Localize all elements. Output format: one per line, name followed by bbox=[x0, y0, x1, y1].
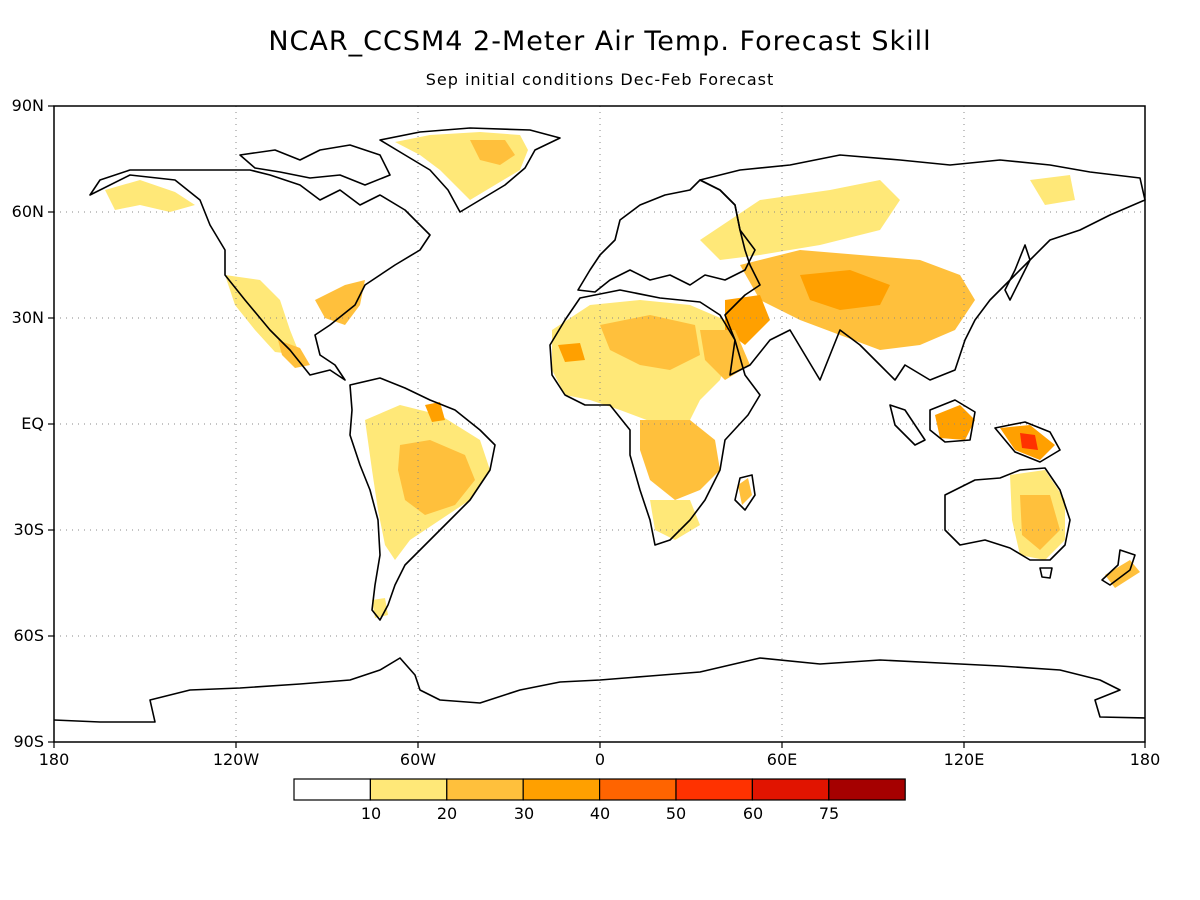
colorbar-swatch bbox=[675, 778, 754, 801]
skill-region-tibet bbox=[800, 270, 890, 310]
skill-region-africa-central bbox=[640, 420, 720, 500]
skill-region-greenland bbox=[395, 132, 528, 200]
coastline-asia bbox=[699, 154, 1146, 381]
lat-label-60s: 60S bbox=[13, 626, 44, 645]
skill-region-arabia bbox=[700, 330, 750, 380]
colorbar-label-60: 60 bbox=[742, 804, 764, 823]
lon-label-60e: 60E bbox=[766, 750, 798, 769]
colorbar-swatch bbox=[446, 778, 524, 801]
skill-region-eastern-us bbox=[315, 280, 365, 325]
lat-label-90n: 90N bbox=[11, 96, 44, 115]
colorbar-swatch bbox=[598, 778, 677, 801]
map-title: NCAR_CCSM4 2-Meter Air Temp. Forecast Sk… bbox=[268, 26, 932, 57]
lon-label-0: 0 bbox=[594, 750, 606, 769]
colorbar-label-30: 30 bbox=[513, 804, 535, 823]
graticule bbox=[54, 106, 1145, 742]
coastlines bbox=[53, 127, 1146, 723]
coastline-greenland bbox=[379, 127, 561, 213]
colorbar-swatch bbox=[751, 778, 830, 801]
colorbar-label-50: 50 bbox=[665, 804, 687, 823]
skill-region-greenland-core bbox=[470, 140, 515, 165]
lon-label-180e: 180 bbox=[1129, 750, 1161, 769]
map-subtitle: Sep initial conditions Dec-Feb Forecast bbox=[425, 70, 775, 89]
skill-region-far-east bbox=[1030, 175, 1075, 205]
colorbar-label-75: 75 bbox=[818, 804, 840, 823]
lat-label-30s: 30S bbox=[13, 520, 44, 539]
lat-label-90s: 90S bbox=[13, 732, 44, 751]
colorbar-swatch bbox=[293, 778, 372, 801]
skill-region-alaska bbox=[105, 180, 195, 212]
skill-region-new-guinea-core bbox=[1020, 433, 1038, 450]
skill-region-middle-east bbox=[725, 295, 770, 345]
lat-label-eq: EQ bbox=[21, 414, 44, 433]
colorbar-swatch bbox=[369, 778, 448, 801]
skill-region-western-us bbox=[225, 275, 300, 355]
colorbar-label-40: 40 bbox=[589, 804, 611, 823]
coastline-africa bbox=[549, 289, 761, 546]
skill-region-madagascar bbox=[738, 478, 752, 505]
colorbar-label-10: 10 bbox=[360, 804, 382, 823]
coastline-japan bbox=[1004, 244, 1031, 301]
coastline-south-america bbox=[349, 377, 496, 621]
skill-shading bbox=[105, 132, 1140, 618]
lon-label-120e: 120E bbox=[943, 750, 985, 769]
skill-region-new-zealand bbox=[1105, 560, 1140, 588]
skill-region-brazil bbox=[398, 440, 475, 515]
colorbar-swatch bbox=[828, 778, 906, 801]
lat-label-30n: 30N bbox=[11, 308, 44, 327]
colorbar-label-20: 20 bbox=[436, 804, 458, 823]
coastline-tasmania bbox=[1039, 567, 1053, 579]
coastline-new-zealand bbox=[1101, 549, 1136, 586]
colorbar-swatch bbox=[522, 778, 601, 801]
colorbar bbox=[293, 778, 906, 801]
lon-label-60w: 60W bbox=[399, 750, 437, 769]
skill-region-africa-sahara bbox=[600, 315, 700, 370]
coastline-new-guinea bbox=[994, 421, 1061, 463]
skill-region-amazon-north bbox=[425, 402, 445, 422]
lat-label-60n: 60N bbox=[11, 202, 44, 221]
skill-region-borneo bbox=[935, 405, 975, 440]
coastline-sumatra bbox=[889, 404, 926, 446]
lon-label-120w: 120W bbox=[212, 750, 260, 769]
coastline-borneo bbox=[929, 399, 976, 443]
lon-label-180w: 180 bbox=[38, 750, 70, 769]
coastline-arctic-islands bbox=[239, 144, 391, 186]
coastline-antarctica bbox=[53, 657, 1146, 723]
axis-ticks bbox=[48, 105, 1146, 748]
coastline-north-america bbox=[89, 169, 431, 381]
skill-region-australia-east bbox=[1020, 495, 1060, 550]
skill-region-africa-west bbox=[558, 343, 585, 362]
coastline-australia bbox=[944, 467, 1071, 561]
skill-region-siberia bbox=[700, 180, 900, 260]
skill-region-africa-south bbox=[650, 500, 700, 540]
coastline-madagascar bbox=[734, 474, 756, 511]
